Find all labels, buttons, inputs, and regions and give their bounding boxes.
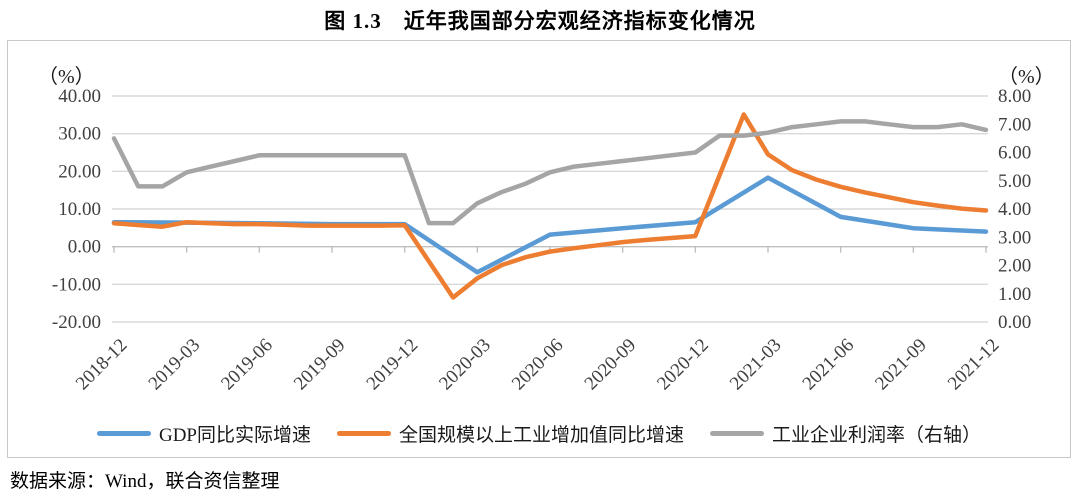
series-line-industrial-value-added bbox=[111, 112, 989, 300]
left-axis-unit-label: （%） bbox=[38, 65, 95, 88]
x-axis-tick-label: 2020-12 bbox=[653, 335, 713, 395]
right-axis-tick-label: 7.00 bbox=[998, 114, 1031, 135]
legend-swatch-gdp bbox=[96, 431, 151, 436]
legend-swatch-industrial-value-added bbox=[336, 431, 391, 436]
left-axis-tick-label: 30.00 bbox=[58, 124, 101, 145]
legend-label-industrial-value-added: 全国规模以上工业增加值同比增速 bbox=[398, 425, 684, 446]
legend-swatch-profit-margin bbox=[710, 431, 764, 436]
x-axis-tick-label: 2019-03 bbox=[145, 335, 205, 395]
left-axis-tick-label: 10.00 bbox=[58, 199, 101, 220]
right-axis-tick-label: 1.00 bbox=[998, 284, 1031, 305]
legend-item-gdp: GDP同比实际增速 bbox=[96, 420, 311, 447]
x-axis-tick-label: 2021-03 bbox=[726, 335, 786, 395]
x-axis-tick-label: 2020-06 bbox=[508, 335, 568, 395]
legend-item-profit-margin: 工业企业利润率（右轴） bbox=[710, 420, 981, 447]
right-axis-tick-label: 0.00 bbox=[998, 312, 1031, 333]
right-axis-tick-label: 8.00 bbox=[998, 86, 1031, 107]
legend-label-profit-margin: 工业企业利润率（右轴） bbox=[772, 425, 982, 446]
source-note: 数据来源：Wind，联合资信整理 bbox=[10, 471, 280, 492]
chart-title: 图 1.3 近年我国部分宏观经济指标变化情况 bbox=[324, 9, 756, 33]
x-axis-tick-label: 2019-12 bbox=[363, 335, 423, 395]
right-axis-tick-label: 3.00 bbox=[998, 227, 1031, 248]
right-axis-tick-label: 2.00 bbox=[998, 256, 1031, 277]
x-axis-tick-label: 2021-06 bbox=[799, 335, 859, 395]
series-line-profit-margin bbox=[111, 119, 989, 226]
left-axis-tick-label: -10.00 bbox=[52, 274, 101, 295]
x-axis-tick-label: 2018-12 bbox=[72, 335, 132, 395]
left-axis-tick-label: 40.00 bbox=[58, 86, 101, 107]
chart-container: （%） （%） 40.00 30.00 20.00 10.00 0.00 -10.00 -20.… bbox=[7, 40, 1071, 458]
x-axis-tick-label: 2020-09 bbox=[581, 335, 641, 395]
legend-label-gdp: GDP同比实际增速 bbox=[158, 425, 311, 446]
x-axis-tick-label: 2021-09 bbox=[871, 335, 931, 395]
legend: GDP同比实际增速 全国规模以上工业增加值同比增速 工业企业利润率（右轴） bbox=[8, 420, 1070, 447]
left-axis-tick-label: -20.00 bbox=[52, 312, 101, 333]
left-axis-tick-label: 20.00 bbox=[58, 161, 101, 182]
right-axis-tick-label: 4.00 bbox=[998, 199, 1031, 220]
x-axis-tick-label: 2021-12 bbox=[944, 335, 1004, 395]
right-axis-unit-label: （%） bbox=[998, 65, 1055, 88]
x-axis-tick-label: 2019-06 bbox=[217, 335, 277, 395]
left-axis-tick-label: 0.00 bbox=[68, 237, 101, 258]
x-axis-tick-label: 2019-09 bbox=[290, 335, 350, 395]
x-axis-tick-label: 2020-03 bbox=[435, 335, 495, 395]
right-axis-tick-label: 6.00 bbox=[998, 143, 1031, 164]
legend-item-industrial-value-added: 全国规模以上工业增加值同比增速 bbox=[336, 420, 684, 447]
line-chart: （%） （%）40.0030.0020.0010.000.00-10.00-20.… bbox=[38, 65, 1055, 395]
right-axis-tick-label: 5.00 bbox=[998, 171, 1031, 192]
